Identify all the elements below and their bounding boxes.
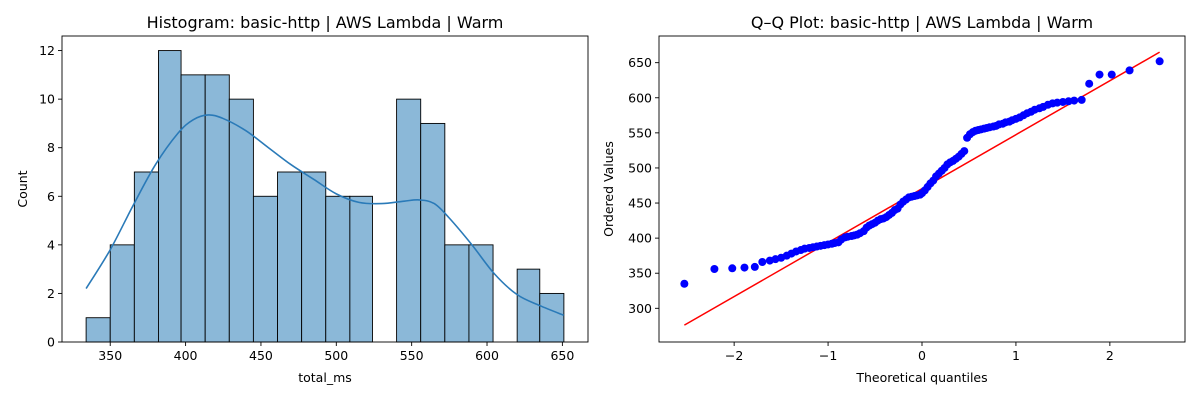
- histogram-bar: [516, 268, 541, 343]
- qq-plot-x-axis-label: Theoretical quantiles: [855, 370, 987, 385]
- qq-point: [710, 265, 719, 274]
- qq-plot-x-tick-label: −1: [819, 348, 837, 363]
- histogram-x-tick-label: 600: [475, 348, 499, 363]
- qq-plot-y-tick-label: 400: [628, 231, 652, 246]
- qq-plot-y-axis-label: Ordered Values: [601, 141, 616, 237]
- histogram-bar: [109, 244, 135, 343]
- qq-point: [1077, 95, 1086, 104]
- histogram-bar: [180, 74, 206, 343]
- qq-point: [750, 262, 759, 271]
- qq-plot-y-tick-label: 650: [628, 55, 652, 70]
- histogram-bar: [444, 244, 470, 343]
- kde-curve: [85, 114, 565, 317]
- histogram-y-tick-label: 10: [39, 92, 55, 107]
- histogram-bar: [420, 122, 446, 343]
- qq-plot-axes: −2 −1 0 1 2 300 350 400 450 500 550 600 650: [628, 35, 1186, 363]
- histogram-x-tick-label: 450: [249, 348, 273, 363]
- histogram-axes: 350 400 450 500 550 600 650 0 2 4 6 8 10 12: [39, 35, 589, 363]
- histogram-bar: [301, 171, 327, 343]
- qq-point: [1095, 70, 1104, 79]
- qq-point: [728, 264, 737, 273]
- qq-plot-y-tick-label: 600: [628, 90, 652, 105]
- histogram-bar: [85, 317, 111, 343]
- histogram-bar: [349, 195, 373, 343]
- qq-point: [1155, 57, 1164, 66]
- histogram-y-tick-label: 8: [47, 140, 55, 155]
- histogram-x-tick-label: 500: [324, 348, 348, 363]
- histogram-y-tick-label: 6: [47, 189, 55, 204]
- histogram-bar: [325, 195, 351, 343]
- histogram-bar: [158, 50, 182, 343]
- qq-point: [740, 263, 749, 272]
- qq-plot-x-tick-label: 2: [1106, 348, 1114, 363]
- histogram-bar: [252, 195, 278, 343]
- qq-plot-y-tick-label: 550: [628, 125, 652, 140]
- qq-point: [960, 147, 969, 156]
- qq-plot-y-tick-label: 500: [628, 160, 652, 175]
- qq-plot-y-tick-label: 300: [628, 301, 652, 316]
- histogram-kde: [85, 114, 565, 317]
- qq-plot-panel: Q–Q Plot: basic-http | AWS Lambda | Warm…: [601, 13, 1186, 385]
- qq-point: [758, 257, 767, 266]
- histogram-x-axis-label: total_ms: [298, 370, 352, 385]
- qq-plot-x-tick-label: 0: [918, 348, 926, 363]
- qq-plot-x-tick-label: 1: [1012, 348, 1020, 363]
- histogram-x-tick-label: 350: [98, 348, 122, 363]
- histogram-axes-frame: [61, 35, 589, 343]
- qq-plot-x-tick-label: −2: [725, 348, 743, 363]
- histogram-bar: [468, 244, 494, 343]
- qq-plot-y-tick-label: 350: [628, 266, 652, 281]
- histogram-bar: [277, 171, 303, 343]
- qq-points: [680, 57, 1164, 288]
- histogram-bar: [396, 98, 422, 343]
- qq-point: [1070, 96, 1079, 105]
- histogram-y-tick-label: 4: [47, 237, 55, 252]
- histogram-y-axis-label: Count: [15, 170, 30, 207]
- qq-point: [1125, 66, 1134, 75]
- histogram-bars: [85, 50, 565, 343]
- histogram-x-tick-label: 550: [400, 348, 424, 363]
- qq-plot-title: Q–Q Plot: basic-http | AWS Lambda | Warm: [751, 13, 1093, 32]
- histogram-panel: Histogram: basic-http | AWS Lambda | War…: [15, 13, 589, 385]
- histogram-x-tick-label: 400: [174, 348, 198, 363]
- histogram-y-tick-label: 0: [47, 335, 55, 350]
- histogram-x-tick-label: 650: [550, 348, 574, 363]
- qq-plot-y-tick-label: 450: [628, 196, 652, 211]
- histogram-y-tick-label: 12: [39, 43, 55, 58]
- qq-point: [680, 279, 689, 288]
- histogram-bar: [228, 98, 254, 343]
- qq-point: [1085, 79, 1094, 88]
- qq-point: [1107, 70, 1116, 79]
- histogram-y-tick-label: 2: [47, 286, 55, 301]
- histogram-title: Histogram: basic-http | AWS Lambda | War…: [147, 13, 504, 32]
- histogram-bar: [539, 292, 565, 343]
